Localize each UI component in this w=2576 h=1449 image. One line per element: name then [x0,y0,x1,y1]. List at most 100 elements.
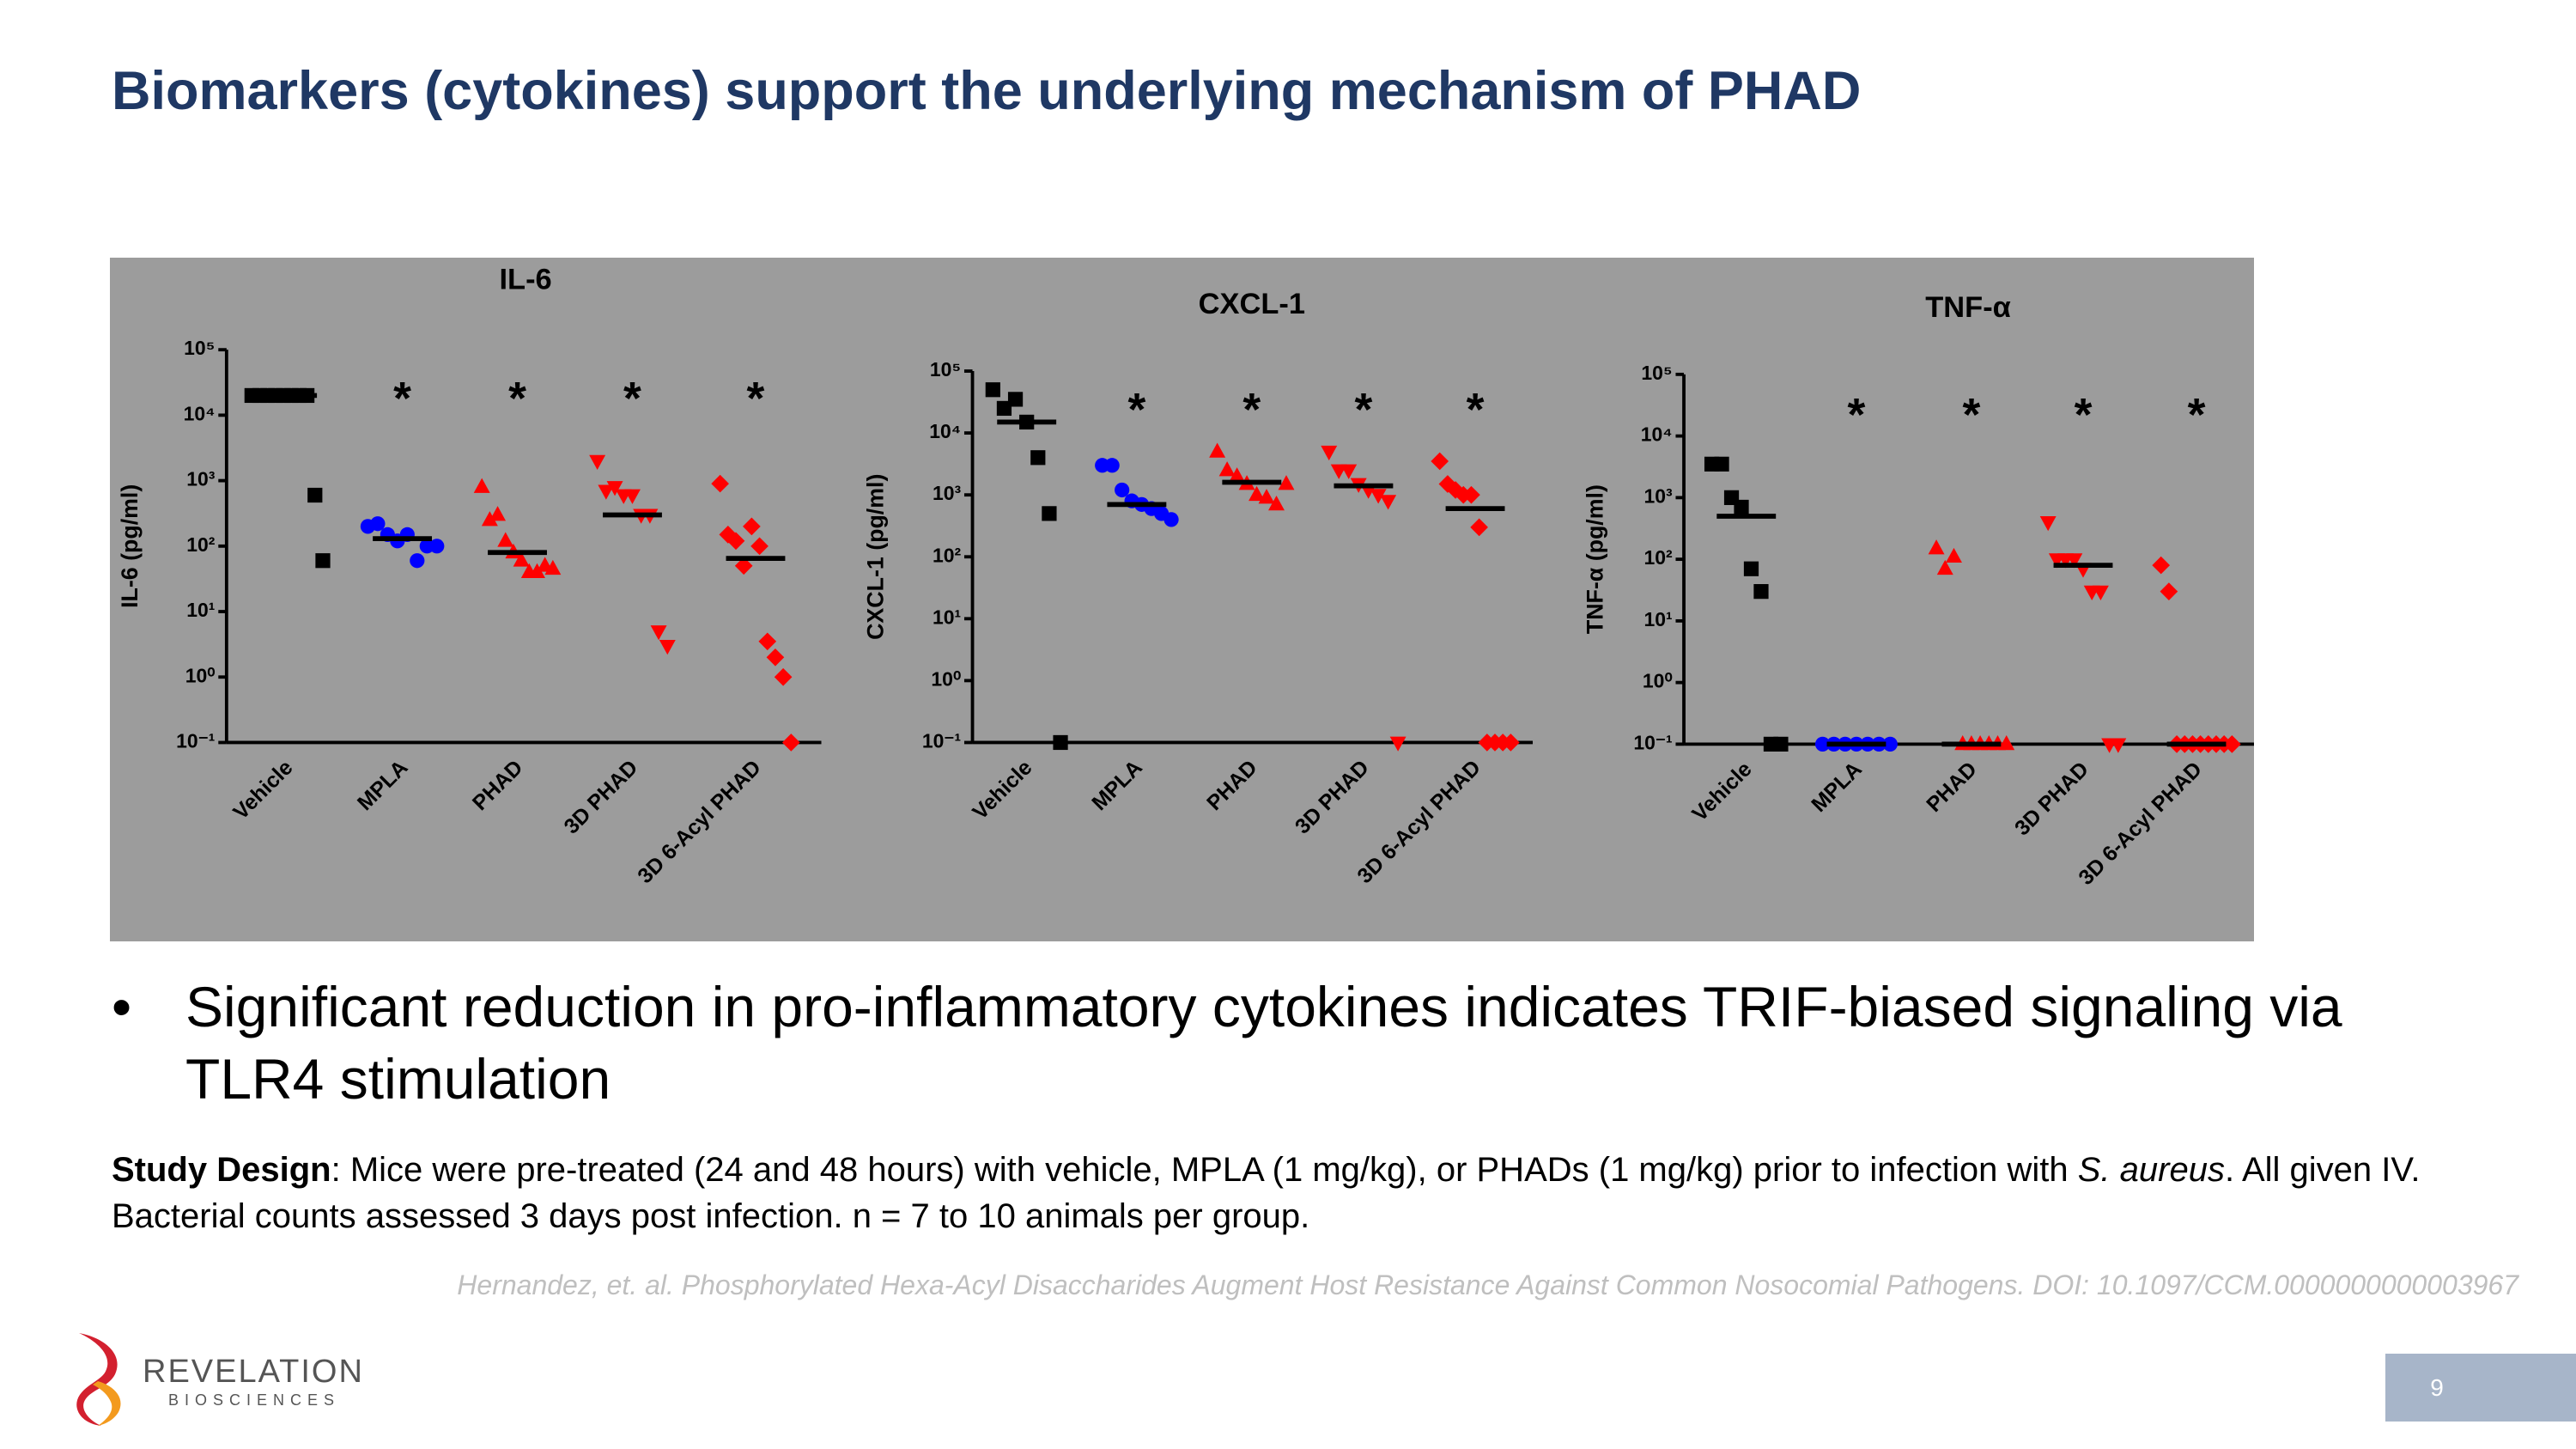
y-tick-label: 10³ [1643,484,1673,507]
y-tick-label: 10² [1643,546,1673,569]
data-point [1258,489,1275,504]
data-point [2160,582,2178,600]
study-design-text: : Mice were pre-treated (24 and 48 hours… [331,1151,2078,1189]
significance-mark: * [2188,390,2206,441]
data-point [1380,495,1397,510]
study-design-label: Study Design [112,1151,331,1189]
y-tick-label: 10⁻¹ [922,730,961,752]
data-point [473,478,490,493]
data-point [1462,485,1480,504]
data-point [650,625,667,641]
data-point [1163,512,1179,527]
data-point [1278,475,1295,490]
bullet-marker: • [112,975,132,1038]
data-point [1030,450,1046,466]
organism: S. aureus [2077,1151,2225,1189]
data-point [2223,735,2241,753]
page-number-box [2385,1354,2576,1422]
y-tick-label: 10¹ [186,599,215,621]
y-tick-label: 10¹ [1643,608,1672,630]
data-point [1042,506,1057,521]
data-point [750,537,769,556]
study-design: Study Design: Mice were pre-treated (24 … [112,1147,2516,1239]
y-tick-label: 10³ [933,482,962,504]
page-number: 9 [2430,1374,2444,1401]
logo-name: REVELATION [143,1354,364,1390]
data-point [1928,539,1945,555]
y-axis-label: IL-6 (pg/ml) [117,484,143,608]
data-point [1209,442,1226,458]
significance-mark: * [508,374,526,424]
data-point [1249,485,1266,502]
significance-mark: * [2075,390,2093,441]
data-point [1218,461,1236,477]
y-tick-label: 10² [186,533,216,556]
y-tick-label: 10⁴ [929,420,961,442]
data-point [1998,735,2015,751]
data-point [1753,584,1769,600]
data-point [307,487,323,503]
data-point [481,511,498,527]
data-point [429,539,445,554]
data-point [1936,559,1953,575]
slide-title: Biomarkers (cytokines) support the under… [112,61,1862,121]
significance-mark: * [1355,385,1373,435]
data-point [489,506,507,521]
data-point [743,517,761,536]
data-point [315,553,331,569]
data-point [2066,553,2083,569]
data-point [598,484,615,500]
y-tick-label: 10⁵ [184,337,215,359]
y-tick-label: 10⁵ [1641,362,1672,384]
data-point [1814,736,1831,752]
data-point [529,563,545,579]
citation: Hernandez, et. al. Phosphorylated Hexa-A… [457,1269,2518,1300]
data-point [1502,734,1520,752]
significance-mark: * [393,374,411,424]
data-point [589,454,606,470]
y-tick-label: 10² [933,544,962,566]
chart-panel: IL-6IL-6 (pg/ml)10⁻¹10⁰10¹10²10³10⁴10⁵Ve… [110,258,2254,941]
significance-mark: * [623,374,641,424]
significance-mark: * [1848,390,1866,441]
data-point [1229,467,1246,483]
data-point [766,648,785,667]
significance-mark: * [1127,385,1145,435]
data-point [996,400,1012,417]
data-point [2092,585,2109,600]
data-point [1104,458,1120,473]
y-tick-label: 10⁰ [185,664,216,686]
y-tick-label: 10⁴ [184,402,216,424]
y-tick-label: 10⁵ [930,358,961,381]
data-point [1946,547,1962,563]
y-tick-label: 10¹ [933,606,961,628]
data-point [781,734,800,752]
data-point [2039,516,2057,532]
significance-mark: * [1962,390,1980,441]
y-tick-label: 10⁴ [1641,423,1673,446]
panel-background [110,258,2254,941]
data-point [726,532,745,551]
data-point [1370,489,1387,504]
data-point [1268,496,1285,511]
y-tick-label: 10⁻¹ [176,730,215,752]
data-point [2110,738,2127,753]
data-point [410,553,425,569]
significance-mark: * [1242,385,1261,435]
data-point [1321,445,1338,461]
logo-subtitle: BIOSCIENCES [168,1391,341,1409]
data-point [1115,482,1130,498]
data-point [1882,736,1898,752]
data-point [1714,456,1729,472]
data-point [623,489,641,504]
data-point [1743,561,1759,576]
y-axis-label: TNF-α (pg/ml) [1583,484,1608,634]
chart-title: TNF-α [1925,291,2011,324]
significance-mark: * [1467,385,1485,435]
y-tick-label: 10³ [186,468,216,490]
data-point [1007,392,1024,407]
data-point [497,532,514,547]
logo-mark [76,1333,121,1426]
chart-title: CXCL-1 [1199,288,1305,320]
